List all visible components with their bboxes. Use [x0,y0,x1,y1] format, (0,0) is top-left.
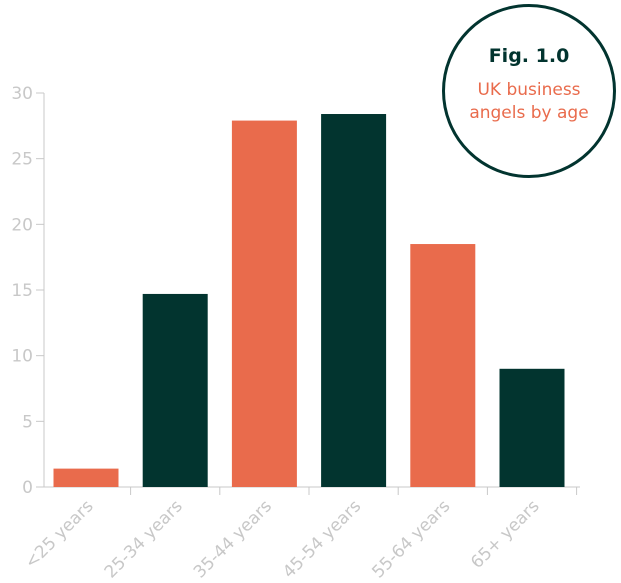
bar [53,468,119,487]
x-tick-label: 65+ years [467,496,544,573]
figure-label: Fig. 1.0 [488,45,570,67]
x-tick-label: 25-34 years [101,496,187,582]
figure-badge: Fig. 1.0 UK business angels by age [442,4,616,178]
y-tick-label: 10 [11,347,33,367]
y-tick-label: 25 [11,150,33,170]
y-tick-label: 30 [11,84,33,104]
x-tick-label: 45-54 years [279,496,365,582]
bar [499,368,565,487]
bar [321,114,387,487]
bar [410,244,476,487]
x-tick-label: 55-64 years [368,496,454,582]
x-tick-label: <25 years [21,496,98,573]
y-tick-label: 15 [11,281,33,301]
y-tick-label: 0 [22,478,33,498]
y-tick-label: 5 [22,412,33,432]
x-tick-label: 35-44 years [190,496,276,582]
figure-caption: UK business angels by age [469,80,589,123]
bar [142,293,208,487]
y-tick-label: 20 [11,215,33,235]
bar [231,120,297,487]
